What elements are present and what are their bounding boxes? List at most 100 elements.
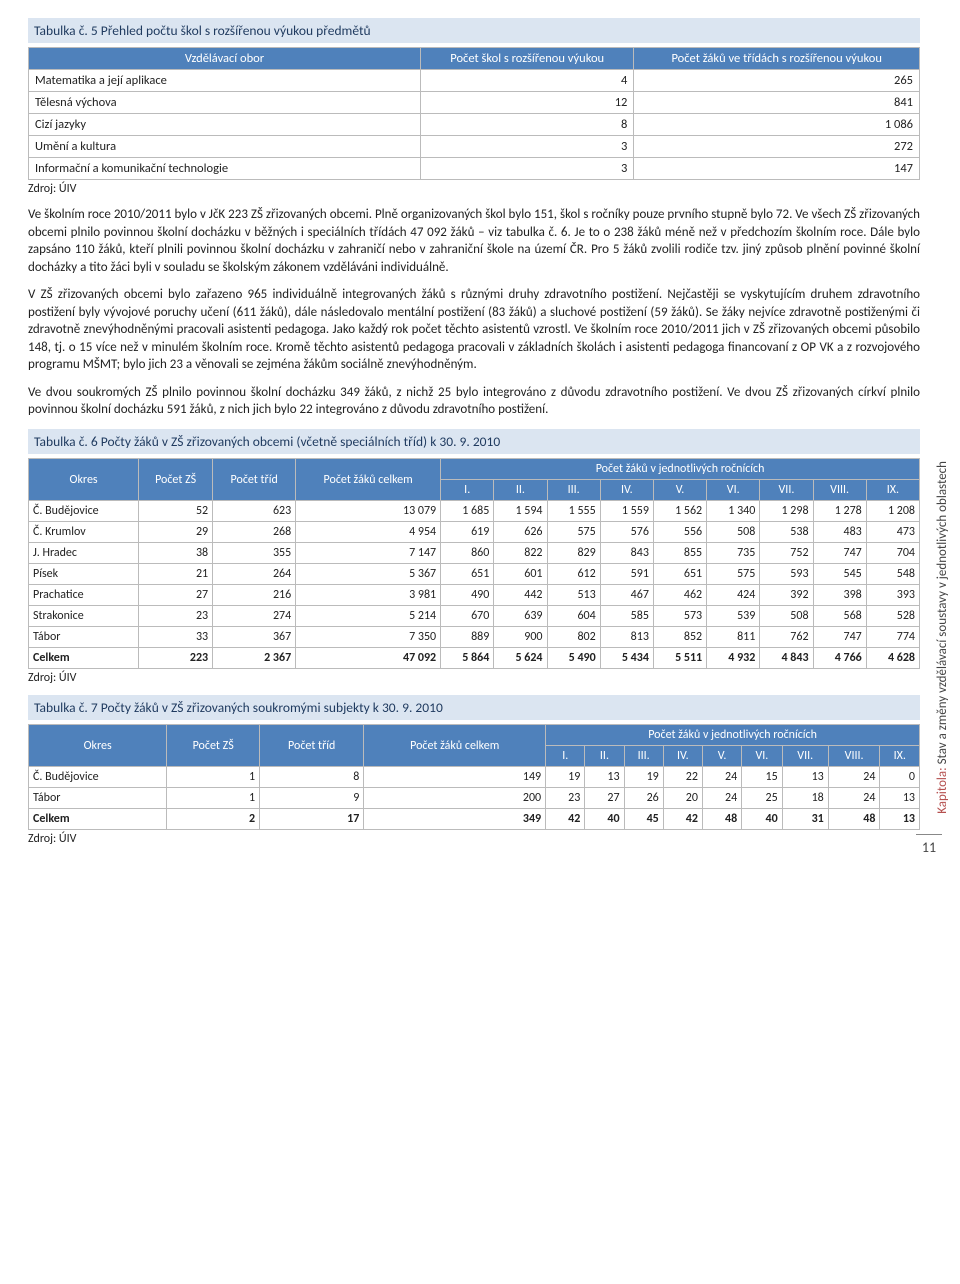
table-cell: 1 555 bbox=[547, 501, 600, 522]
chapter-sidebar: Kapitola: Stav a změny vzdělávací sousta… bbox=[935, 461, 950, 814]
table-cell: 556 bbox=[653, 522, 706, 543]
table-cell: 22 bbox=[663, 767, 702, 788]
table-cell: 20 bbox=[663, 788, 702, 809]
table-cell: 274 bbox=[213, 606, 296, 627]
table-cell: Tělesná výchova bbox=[29, 92, 421, 114]
table-cell: 355 bbox=[213, 543, 296, 564]
table-total-cell: 40 bbox=[585, 809, 624, 830]
table-cell: Č. Krumlov bbox=[29, 522, 139, 543]
table-cell: 23 bbox=[546, 788, 585, 809]
table-cell: 900 bbox=[494, 627, 547, 648]
table-cell: 5 214 bbox=[296, 606, 441, 627]
table-total-cell: 42 bbox=[663, 809, 702, 830]
table-total-cell: 4 628 bbox=[866, 648, 919, 669]
table-cell: 200 bbox=[364, 788, 546, 809]
table-cell: 473 bbox=[866, 522, 919, 543]
t6-h-trid: Počet tříd bbox=[213, 459, 296, 501]
grade-header: I. bbox=[546, 746, 585, 767]
table-total-cell: 4 766 bbox=[813, 648, 866, 669]
table-total-cell: 5 864 bbox=[441, 648, 494, 669]
grade-header: II. bbox=[494, 480, 547, 501]
paragraph-3: Ve dvou soukromých ZŠ plnilo povinnou šk… bbox=[28, 384, 920, 419]
t7-h-okres: Okres bbox=[29, 725, 167, 767]
table-total-cell: 223 bbox=[139, 648, 213, 669]
grade-header: VIII. bbox=[813, 480, 866, 501]
table-cell: 27 bbox=[139, 585, 213, 606]
grade-header: IV. bbox=[663, 746, 702, 767]
table-total-cell: 17 bbox=[260, 809, 364, 830]
table-cell: 52 bbox=[139, 501, 213, 522]
t5-col2: Počet žáků ve třídách s rozšířenou výuko… bbox=[634, 48, 920, 70]
table-cell: 1 bbox=[167, 788, 260, 809]
table-cell: 398 bbox=[813, 585, 866, 606]
table-cell: 5 367 bbox=[296, 564, 441, 585]
table-cell: 13 bbox=[880, 788, 920, 809]
grade-header: II. bbox=[585, 746, 624, 767]
table-cell: 639 bbox=[494, 606, 547, 627]
table-total-cell: 48 bbox=[828, 809, 880, 830]
table-cell: 811 bbox=[707, 627, 760, 648]
table-cell: 538 bbox=[760, 522, 813, 543]
table5-caption: Tabulka č. 5 Přehled počtu škol s rozšíř… bbox=[28, 18, 920, 43]
table-cell: 651 bbox=[653, 564, 706, 585]
table-cell: 3 bbox=[421, 158, 634, 180]
table-cell: Umění a kultura bbox=[29, 136, 421, 158]
table-cell: 1 086 bbox=[634, 114, 920, 136]
table-cell: 1 685 bbox=[441, 501, 494, 522]
table-cell: 528 bbox=[866, 606, 919, 627]
table-cell: 12 bbox=[421, 92, 634, 114]
table-total-cell: 5 490 bbox=[547, 648, 600, 669]
table-cell: Tábor bbox=[29, 788, 167, 809]
t7-h-grades: Počet žáků v jednotlivých ročnících bbox=[546, 725, 920, 746]
table-total-cell: 31 bbox=[782, 809, 828, 830]
table-cell: 19 bbox=[546, 767, 585, 788]
table-cell: 545 bbox=[813, 564, 866, 585]
table-cell: 23 bbox=[139, 606, 213, 627]
t7-h-pocetzs: Počet ZŠ bbox=[167, 725, 260, 767]
table-total-cell: 349 bbox=[364, 809, 546, 830]
table-cell: 7 147 bbox=[296, 543, 441, 564]
table-cell: 24 bbox=[702, 788, 741, 809]
t5-col1: Počet škol s rozšířenou výukou bbox=[421, 48, 634, 70]
table-cell: 591 bbox=[600, 564, 653, 585]
table-cell: 462 bbox=[653, 585, 706, 606]
grade-header: VII. bbox=[760, 480, 813, 501]
table-cell: 623 bbox=[213, 501, 296, 522]
table-total-cell: 47 092 bbox=[296, 648, 441, 669]
table-cell: 13 bbox=[782, 767, 828, 788]
grade-header: VI. bbox=[707, 480, 760, 501]
table-cell: 0 bbox=[880, 767, 920, 788]
table-cell: 393 bbox=[866, 585, 919, 606]
table-total-cell: 2 367 bbox=[213, 648, 296, 669]
table-cell: 576 bbox=[600, 522, 653, 543]
table-total-cell: 2 bbox=[167, 809, 260, 830]
table-total-cell: 5 624 bbox=[494, 648, 547, 669]
table-cell: 147 bbox=[634, 158, 920, 180]
table-cell: 747 bbox=[813, 543, 866, 564]
table-cell: 855 bbox=[653, 543, 706, 564]
table-cell: 367 bbox=[213, 627, 296, 648]
table6-caption: Tabulka č. 6 Počty žáků v ZŠ zřizovaných… bbox=[28, 429, 920, 454]
table-cell: Č. Budějovice bbox=[29, 767, 167, 788]
table-cell: Strakonice bbox=[29, 606, 139, 627]
t6-h-pocetzs: Počet ZŠ bbox=[139, 459, 213, 501]
table-cell: 27 bbox=[585, 788, 624, 809]
table-cell: 264 bbox=[213, 564, 296, 585]
table-cell: 813 bbox=[600, 627, 653, 648]
table-cell: 19 bbox=[624, 767, 663, 788]
table-total-cell: Celkem bbox=[29, 809, 167, 830]
table-cell: 670 bbox=[441, 606, 494, 627]
table-cell: 4 bbox=[421, 70, 634, 92]
table-cell: 508 bbox=[760, 606, 813, 627]
t6-h-grades: Počet žáků v jednotlivých ročnících bbox=[441, 459, 920, 480]
table-cell: 24 bbox=[702, 767, 741, 788]
table-cell: 843 bbox=[600, 543, 653, 564]
grade-header: VIII. bbox=[828, 746, 880, 767]
table-cell: 626 bbox=[494, 522, 547, 543]
grade-header: IX. bbox=[880, 746, 920, 767]
t6-h-okres: Okres bbox=[29, 459, 139, 501]
t7-h-celkem: Počet žáků celkem bbox=[364, 725, 546, 767]
table-cell: 860 bbox=[441, 543, 494, 564]
table-cell: 573 bbox=[653, 606, 706, 627]
table-total-cell: 40 bbox=[742, 809, 783, 830]
